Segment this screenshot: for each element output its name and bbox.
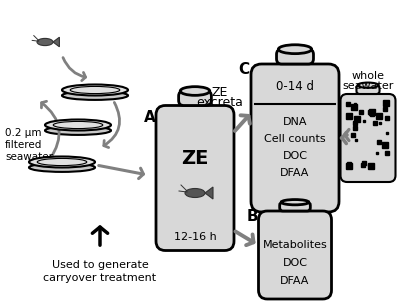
Ellipse shape	[45, 120, 111, 131]
Text: ZE: ZE	[212, 86, 228, 99]
FancyBboxPatch shape	[340, 94, 396, 182]
Ellipse shape	[62, 91, 128, 100]
Text: Metabolites: Metabolites	[263, 240, 327, 250]
Text: excreta: excreta	[196, 96, 244, 110]
Text: DFAA: DFAA	[280, 276, 310, 286]
Text: whole: whole	[352, 71, 384, 81]
Text: 0-14 d: 0-14 d	[276, 79, 314, 92]
Ellipse shape	[37, 38, 53, 46]
Ellipse shape	[62, 84, 128, 95]
Ellipse shape	[29, 163, 95, 172]
FancyBboxPatch shape	[258, 211, 332, 299]
FancyBboxPatch shape	[280, 202, 310, 211]
Text: seawater: seawater	[5, 152, 53, 162]
FancyBboxPatch shape	[356, 85, 380, 94]
Text: DFAA: DFAA	[280, 168, 310, 178]
Ellipse shape	[45, 126, 111, 135]
Ellipse shape	[281, 200, 309, 205]
Ellipse shape	[180, 87, 210, 95]
Text: A: A	[144, 111, 156, 125]
Text: carryover treatment: carryover treatment	[44, 273, 156, 283]
Text: 0.2 µm: 0.2 µm	[5, 128, 42, 138]
Text: Cell counts: Cell counts	[264, 134, 326, 144]
Ellipse shape	[185, 188, 205, 197]
Ellipse shape	[29, 156, 95, 168]
Polygon shape	[53, 37, 59, 47]
Ellipse shape	[278, 45, 312, 54]
Text: ZE: ZE	[181, 148, 209, 168]
FancyBboxPatch shape	[179, 91, 211, 106]
FancyBboxPatch shape	[251, 64, 339, 212]
Text: Used to generate: Used to generate	[52, 260, 148, 270]
Text: DOC: DOC	[282, 258, 308, 268]
Ellipse shape	[358, 83, 378, 88]
Text: DNA: DNA	[283, 117, 307, 127]
Text: C: C	[238, 62, 249, 77]
Text: 12-16 h: 12-16 h	[174, 232, 216, 241]
Text: B: B	[246, 209, 258, 224]
Polygon shape	[205, 187, 213, 199]
Text: filtered: filtered	[5, 140, 42, 150]
FancyBboxPatch shape	[276, 49, 314, 64]
FancyBboxPatch shape	[156, 106, 234, 250]
Text: seawater: seawater	[342, 81, 394, 91]
Text: DOC: DOC	[282, 151, 308, 161]
